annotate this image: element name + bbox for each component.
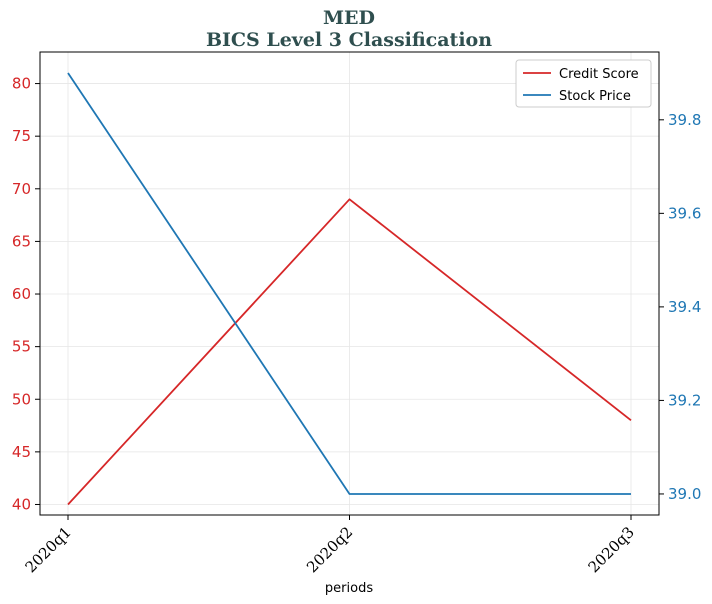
legend: Credit Score Stock Price (515, 59, 652, 108)
x-axis: 2020q1 2020q2 2020q3 (22, 515, 638, 576)
left-tick-label: 70 (12, 180, 31, 198)
chart-title: MED (323, 7, 375, 29)
left-y-axis: 40 45 50 55 60 65 70 75 80 (12, 75, 40, 513)
right-y-axis: 39.0 39.2 39.4 39.6 39.8 (659, 111, 701, 503)
right-tick-label: 39.8 (668, 111, 701, 129)
left-tick-label: 50 (12, 390, 31, 408)
right-tick-label: 39.2 (668, 391, 701, 409)
legend-label: Stock Price (559, 89, 631, 104)
x-axis-label: periods (325, 581, 373, 596)
grid (40, 52, 659, 515)
chart-subtitle: BICS Level 3 Classification (206, 29, 492, 51)
series-line-credit-score (67, 198, 632, 506)
series-line-stock-price (67, 72, 631, 495)
right-tick-label: 39.0 (668, 485, 701, 503)
right-tick-label: 39.6 (668, 204, 701, 222)
x-tick-label: 2020q3 (585, 523, 638, 576)
left-tick-label: 65 (12, 232, 31, 250)
left-tick-label: 80 (12, 75, 31, 93)
left-tick-label: 75 (12, 127, 31, 145)
left-tick-label: 60 (12, 285, 31, 303)
left-tick-label: 40 (12, 495, 31, 513)
x-tick-label: 2020q2 (303, 523, 356, 576)
left-tick-label: 45 (12, 443, 31, 461)
right-tick-label: 39.4 (668, 298, 701, 316)
series-lines (67, 72, 632, 506)
left-tick-label: 55 (12, 338, 31, 356)
x-tick-label: 2020q1 (22, 523, 75, 576)
legend-label: Credit Score (559, 67, 639, 82)
